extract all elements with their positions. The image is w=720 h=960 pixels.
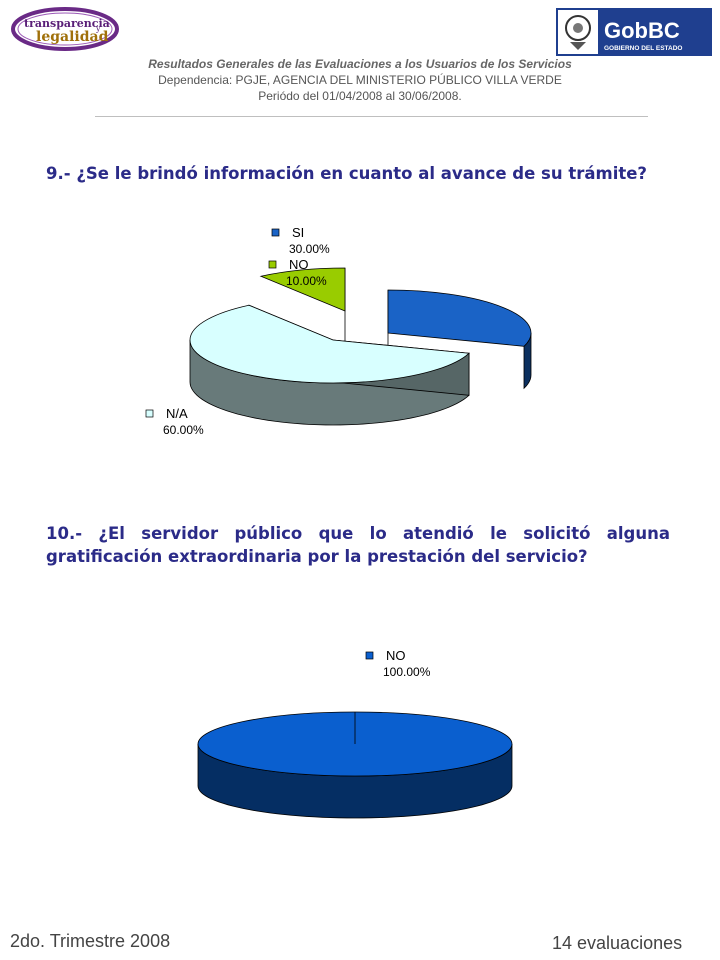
- pie-slices: [189, 267, 532, 426]
- gobbc-logo: GobBC GOBIERNO DEL ESTADO: [556, 8, 712, 56]
- dependency-line: Dependencia: PGJE, AGENCIA DEL MINISTERI…: [158, 73, 562, 87]
- svg-text:GOBIERNO DEL ESTADO: GOBIERNO DEL ESTADO: [604, 45, 683, 52]
- pie-chart-question-9: SI 30.00% N/A 60.00% NO 10.00%: [145, 225, 532, 437]
- svg-text:GobBC: GobBC: [604, 18, 680, 43]
- quarter-label: 2do. Trimestre 2008: [10, 931, 171, 951]
- category-label: NO: [386, 648, 406, 663]
- data-label-n-a: N/A 60.00%: [145, 406, 204, 437]
- state-seal-icon: [565, 15, 591, 41]
- data-label-no: NO 100.00%: [365, 648, 431, 679]
- pie-slice-no: [259, 267, 346, 312]
- pie-slices: [197, 711, 513, 819]
- svg-text:y: y: [95, 24, 101, 33]
- legend-key-no: [365, 651, 374, 660]
- value-label: 30.00%: [289, 242, 330, 256]
- legend-key-si: [271, 228, 280, 237]
- question-9: 9.- ¿Se le brindó información en cuanto …: [46, 164, 648, 183]
- category-label: NO: [289, 257, 309, 272]
- header-divider: [95, 116, 648, 117]
- legend-key-n-a: [145, 409, 154, 418]
- category-label: SI: [292, 225, 304, 240]
- report-title: Resultados Generales de las Evaluaciones…: [148, 57, 572, 71]
- svg-text:transparencia: transparencia: [24, 17, 110, 30]
- legend-key-no: [268, 260, 277, 269]
- data-label-no: NO 10.00%: [268, 257, 327, 288]
- evaluations-count: 14 evaluaciones: [552, 933, 683, 953]
- svg-text:legalidad: legalidad: [36, 29, 109, 45]
- value-label: 10.00%: [286, 274, 327, 288]
- question-10: 10.- ¿El servidor público que lo atendió…: [46, 524, 670, 566]
- category-label: N/A: [166, 406, 188, 421]
- period-line: Periódo del 01/04/2008 al 30/06/2008.: [258, 89, 462, 103]
- pie-slice-si: [387, 289, 532, 347]
- data-label-si: SI 30.00%: [271, 225, 330, 256]
- transparencia-legalidad-logo: transparencia y legalidad: [11, 7, 119, 51]
- value-label: 60.00%: [163, 423, 204, 437]
- value-label: 100.00%: [383, 665, 431, 679]
- pie-slice-n-a: [189, 304, 470, 384]
- pie-chart-question-10: NO 100.00%: [197, 648, 513, 819]
